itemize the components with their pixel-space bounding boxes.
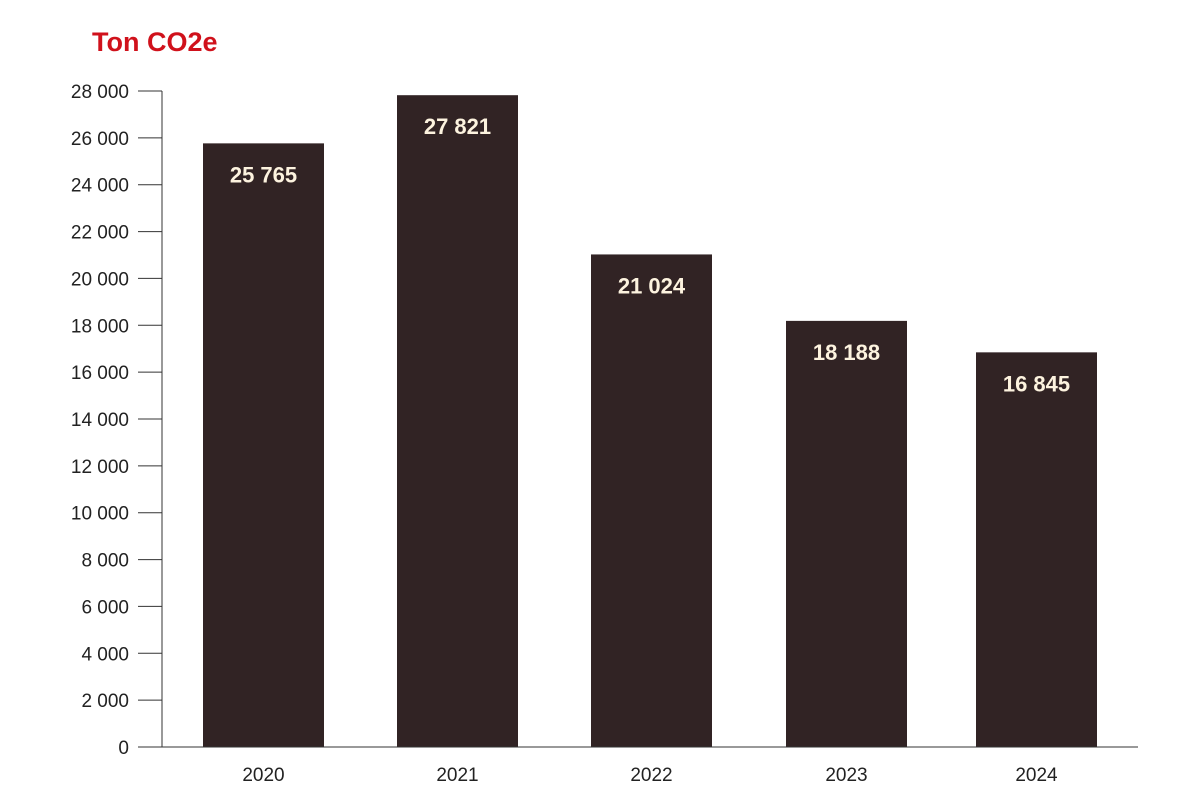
data-label-2021: 27 821 <box>424 114 491 139</box>
x-tick-label: 2024 <box>1015 765 1058 786</box>
bars-group: 25 765 27 821 21 024 18 188 16 845 <box>203 95 1097 747</box>
y-tick-label: 28 000 <box>71 82 129 103</box>
data-label-2024: 16 845 <box>1003 371 1070 396</box>
bar-2021 <box>397 95 518 747</box>
y-tick-label: 24 000 <box>71 176 129 197</box>
data-label-2023: 18 188 <box>813 340 880 365</box>
y-tick-label: 0 <box>118 738 129 759</box>
bar-2020 <box>203 143 324 747</box>
y-tick-label: 22 000 <box>71 223 129 244</box>
x-tick-label: 2022 <box>630 765 672 786</box>
y-tick-label: 4 000 <box>81 644 129 665</box>
y-tick-label: 8 000 <box>81 551 129 572</box>
x-tick-label: 2023 <box>825 765 867 786</box>
y-tick-label: 16 000 <box>71 363 129 384</box>
y-tick-label: 26 000 <box>71 129 129 150</box>
bar-2023 <box>786 320 907 747</box>
y-tick-label: 2 000 <box>81 691 129 712</box>
bar-2024 <box>976 352 1097 747</box>
y-tick-label: 12 000 <box>71 457 129 478</box>
y-tick-label: 14 000 <box>71 410 129 431</box>
y-tick-label: 20 000 <box>71 269 129 290</box>
data-label-2022: 21 024 <box>618 273 686 298</box>
data-label-2020: 25 765 <box>230 162 297 187</box>
y-axis: 0 2 000 4 000 6 000 8 000 10 000 12 000 14 000 1… <box>71 82 163 759</box>
y-tick-label: 6 000 <box>81 597 129 618</box>
x-tick-label: 2021 <box>436 765 478 786</box>
x-axis: 2020 2021 2022 2023 2024 <box>138 746 1138 786</box>
chart-title: Ton CO2e <box>92 27 218 57</box>
bar-2022 <box>591 254 712 747</box>
y-tick-label: 10 000 <box>71 504 129 525</box>
x-tick-label: 2020 <box>242 765 284 786</box>
y-tick-label: 18 000 <box>71 316 129 337</box>
